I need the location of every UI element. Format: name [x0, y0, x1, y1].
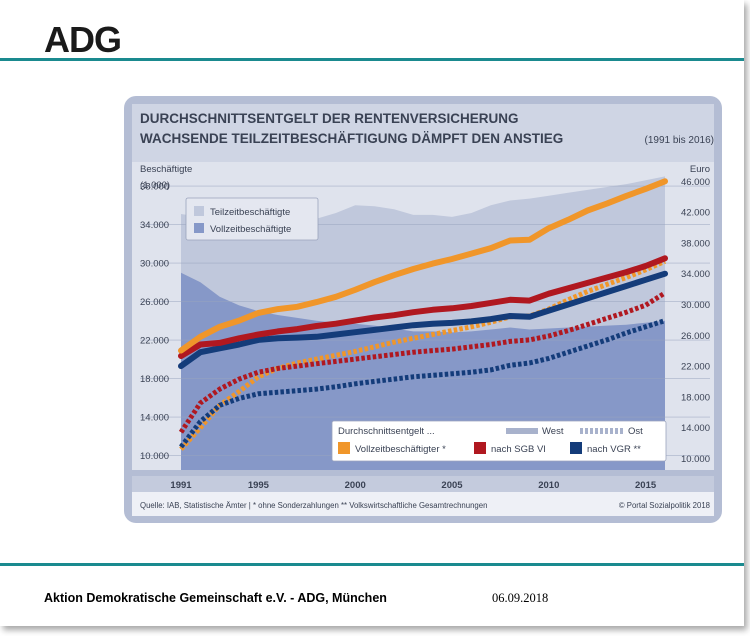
left-tick-label: 10.000 [140, 451, 169, 462]
line-layer [178, 178, 668, 451]
x-tick-label: 1991 [170, 480, 192, 491]
line-sgb-ost [178, 290, 667, 434]
footer-date: 06.09.2018 [492, 591, 549, 605]
right-tick-label: 22.000 [681, 362, 710, 373]
x-tick-label: 2005 [441, 480, 463, 491]
right-tick-label: 38.000 [681, 238, 710, 249]
adg-logo: ADG [44, 19, 122, 58]
left-axis-title: Beschäftigte [140, 164, 192, 175]
line-vgr-ost [179, 318, 666, 449]
line-vollzeit-ost [179, 259, 667, 451]
line-vgr-west [178, 270, 668, 370]
left-tick-label: 30.000 [140, 259, 169, 270]
left-tick-label: 38.000 [140, 182, 169, 193]
left-tick-label: 26.000 [140, 297, 169, 308]
right-tick-label: 18.000 [681, 392, 710, 403]
legend-west-label: West [542, 426, 564, 437]
chart: DURCHSCHNITTSENTGELT DER RENTENVERSICHER… [124, 96, 722, 523]
left-tick-label: 22.000 [140, 336, 169, 347]
footer-rule [0, 563, 744, 566]
footer-organization: Aktion Demokratische Gemeinschaft e.V. -… [44, 591, 387, 605]
left-axis-unit: (1.000) [140, 180, 170, 191]
area-legend-swatch-teilzeit [194, 206, 204, 216]
area-legend: Teilzeitbeschäftigte Vollzeitbeschäftigt… [185, 197, 319, 241]
right-tick-label: 46.000 [681, 177, 710, 188]
right-axis-title: Euro [690, 164, 710, 175]
chart-title: DURCHSCHNITTSENTGELT DER RENTENVERSICHER… [140, 111, 519, 126]
area-legend-swatch-vollzeit [194, 223, 204, 233]
area-legend-box [185, 197, 319, 241]
tick-layer: 10.000 14.000 18.000 22.000 26.000 30.000 34.0… [140, 177, 710, 491]
legend-ost-label: Ost [628, 426, 643, 437]
right-tick-label: 26.000 [681, 331, 710, 342]
title-band [132, 104, 714, 162]
xaxis-band [132, 476, 714, 492]
left-tick-label: 18.000 [140, 374, 169, 385]
legend-swatch-sgb [474, 442, 486, 454]
x-tick-label: 2000 [345, 480, 366, 491]
chart-subtitle: WACHSENDE TEILZEITBESCHÄFTIGUNG DÄMPFT D… [140, 131, 563, 146]
right-tick-label: 30.000 [681, 300, 710, 311]
legend-swatch-vollzeit [338, 442, 350, 454]
header-rule [0, 58, 744, 61]
source-band [132, 492, 714, 516]
left-tick-label: 14.000 [140, 413, 169, 424]
x-tick-label: 2010 [538, 480, 559, 491]
legend-swatch-vgr [570, 442, 582, 454]
logo-text: ADG [44, 19, 121, 58]
chart-copyright: © Portal Sozialpolitik 2018 [619, 501, 710, 510]
area-legend-label-vollzeit: Vollzeitbeschäftigte [210, 224, 291, 235]
slide: ADG DURCHSCHNITTSENTGELT DER RENTENVERSI… [0, 19, 744, 605]
x-tick-label: 1995 [248, 480, 270, 491]
line-sgb-west [178, 255, 668, 359]
line-vollzeit-west [178, 178, 668, 354]
x-tick-label: 2015 [635, 480, 657, 491]
legend-label-vollzeit: Vollzeitbeschäftigter * [355, 444, 446, 455]
left-tick-label: 34.000 [140, 220, 169, 231]
right-tick-label: 42.000 [681, 208, 710, 219]
chart-period: (1991 bis 2016) [645, 135, 715, 146]
area-legend-label-teilzeit: Teilzeitbeschäftigte [210, 207, 290, 218]
right-tick-label: 14.000 [681, 423, 710, 434]
chart-source: Quelle: IAB, Statistische Ämter | * ohne… [140, 501, 487, 510]
series-legend-title: Durchschnittsentgelt ... [338, 426, 435, 437]
right-tick-label: 10.000 [681, 454, 710, 465]
legend-label-sgb: nach SGB VI [491, 444, 546, 455]
right-tick-label: 34.000 [681, 269, 710, 280]
series-legend: Durchschnittsentgelt ... West Ost Vollze… [331, 420, 667, 462]
legend-label-vgr: nach VGR ** [587, 444, 641, 455]
